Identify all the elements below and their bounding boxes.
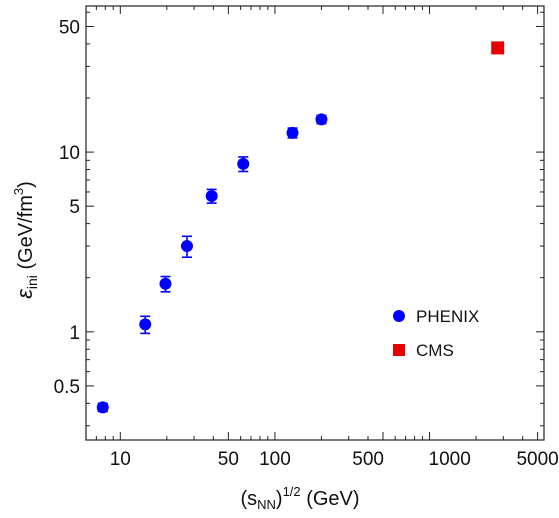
data-point-phenix: [180, 240, 193, 253]
legend-marker-phenix: [393, 310, 405, 322]
data-point-cms: [491, 41, 505, 55]
y-tick-label: 1: [69, 323, 80, 344]
x-tick-label: 100: [259, 449, 291, 470]
y-tick-label: 10: [59, 143, 80, 164]
data-point-phenix: [159, 277, 172, 290]
y-tick-label: 0.5: [54, 377, 80, 398]
legend-label-cms: CMS: [416, 341, 454, 360]
data-point-phenix: [237, 157, 250, 170]
y-axis-label: εini (GeV/fm3): [11, 181, 40, 299]
legend: PHENIX CMS: [393, 307, 479, 360]
data-point-phenix: [96, 401, 109, 414]
legend-label-phenix: PHENIX: [416, 307, 479, 326]
x-tick-label: 5000: [516, 449, 558, 470]
data-point-phenix: [286, 126, 299, 139]
plot-border: [85, 5, 545, 441]
data-point-phenix: [315, 113, 328, 126]
plot-frame: [85, 5, 545, 441]
y-tick-label: 50: [59, 17, 80, 38]
y-tick-label: 5: [69, 197, 80, 218]
x-tick-label: 500: [352, 449, 384, 470]
x-tick-label: 1000: [429, 449, 471, 470]
data-point-phenix: [139, 318, 152, 331]
x-tick-label: 10: [110, 449, 131, 470]
legend-marker-cms: [393, 344, 405, 356]
data-points: [96, 41, 505, 414]
x-axis-label: (sNN)1/2 (GeV): [240, 484, 359, 512]
y-tick-labels: 0.5 1 5 10 50: [54, 17, 80, 397]
x-tick-label: 50: [218, 449, 239, 470]
axis-ticks: [85, 6, 544, 440]
x-tick-labels: 10 50 100 500 1000 5000: [110, 449, 559, 470]
data-point-phenix: [205, 189, 218, 202]
